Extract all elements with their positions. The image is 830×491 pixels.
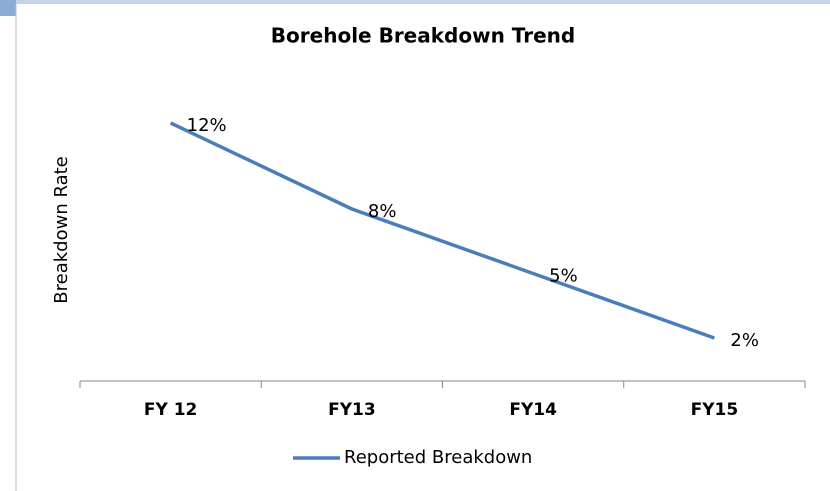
y-axis-label: Breakdown Rate — [51, 156, 72, 303]
x-tick-label: FY15 — [691, 400, 739, 420]
legend-label: Reported Breakdown — [344, 447, 532, 468]
data-label: 5% — [549, 266, 578, 287]
chart-title: Borehole Breakdown Trend — [271, 24, 575, 48]
x-tick-label: FY14 — [509, 400, 557, 420]
data-label: 8% — [368, 201, 397, 222]
x-tick-label: FY13 — [328, 400, 376, 420]
x-tick-label: FY 12 — [144, 400, 198, 420]
top-border — [0, 0, 830, 4]
data-label: 12% — [187, 115, 227, 136]
corner-block — [0, 0, 16, 16]
line-series — [169, 121, 715, 340]
data-label: 2% — [730, 330, 759, 351]
